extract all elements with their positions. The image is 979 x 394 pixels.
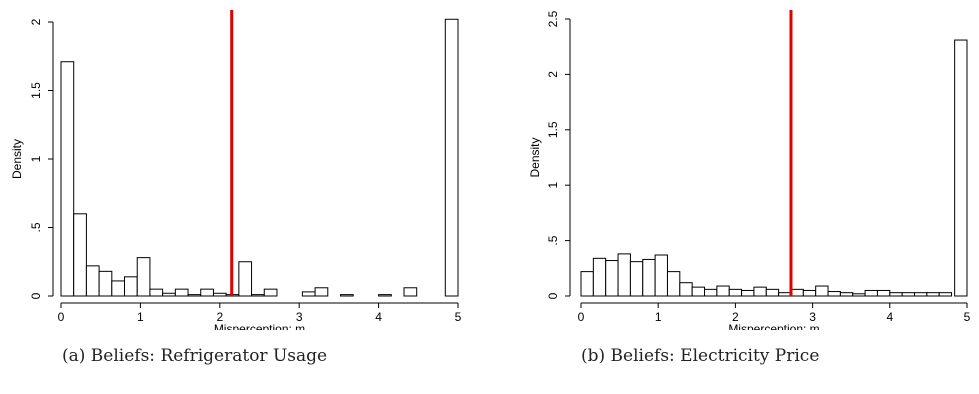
histogram-bar (926, 292, 940, 297)
y-tick-label: 2 (546, 71, 560, 78)
histogram-bar (815, 285, 829, 297)
histogram-bar (938, 292, 953, 297)
histogram-bar (876, 289, 891, 297)
y-tick-label: 1.5 (29, 82, 43, 99)
histogram-refrigerator-usage: 0 .5 1 1.5 2 0 1 2 3 4 5 Misperception: m Density (10, 10, 462, 330)
x-tick-label: 3 (296, 310, 303, 324)
bars (580, 39, 968, 297)
x-tick-label: 5 (455, 310, 462, 324)
histogram-bar (238, 261, 253, 297)
histogram-bar (629, 261, 644, 297)
x-tick-label: 0 (58, 310, 65, 324)
histogram-bar (200, 288, 214, 297)
histogram-bar (592, 257, 607, 297)
y-axis-title: Density (10, 139, 24, 179)
bars (60, 18, 459, 297)
y-axis-title: Density (528, 137, 542, 177)
histogram-bar (403, 287, 418, 297)
histogram-bar (954, 39, 968, 297)
y-tick-label: 2 (29, 18, 43, 25)
histogram-bar (136, 257, 151, 297)
histogram-bar (263, 288, 278, 297)
histogram-bar (654, 254, 668, 297)
histogram-bar (765, 288, 780, 297)
histogram-bar (111, 280, 126, 297)
histogram-bar (251, 294, 265, 297)
histogram-bar (679, 282, 693, 297)
histogram-bar (174, 288, 189, 297)
histogram-bar (617, 253, 631, 297)
x-tick-label: 3 (809, 310, 816, 324)
x-tick-label: 4 (375, 310, 382, 324)
histogram-electricity-price: 0 .5 1 1.5 2 2.5 0 1 2 3 4 5 Misperception: m Density (528, 10, 971, 330)
y-tick-label: 1 (546, 182, 560, 189)
histogram-bar (864, 289, 878, 297)
x-tick-label: 0 (578, 310, 585, 324)
histogram-bar (778, 292, 792, 297)
histogram-bar (666, 271, 681, 297)
y-tick-label: .5 (29, 222, 43, 232)
histogram-bar (73, 213, 87, 297)
histogram-bar (691, 286, 706, 297)
histogram-bar (378, 294, 392, 297)
x-axis-title: Misperception: m (214, 322, 305, 330)
histogram-bar (580, 271, 594, 297)
x-tick-label: 2 (216, 310, 223, 324)
histogram-bar (827, 291, 841, 297)
histogram-bar (839, 292, 854, 297)
x-tick-label: 2 (732, 310, 739, 324)
histogram-bar (753, 286, 767, 297)
x-tick-label: 1 (137, 310, 144, 324)
x-tick-label: 5 (964, 310, 971, 324)
histogram-bar (444, 18, 459, 297)
histogram-bar (60, 61, 75, 297)
y-tick-label: 2.5 (546, 10, 560, 27)
caption-b: (b) Beliefs: Electricity Price (581, 346, 820, 366)
caption-a: (a) Beliefs: Refrigerator Usage (62, 346, 328, 366)
histogram-bar (889, 292, 903, 297)
x-tick-label: 1 (655, 310, 662, 324)
histogram-bar (314, 287, 329, 297)
histogram-bar (124, 276, 138, 297)
histogram-bar (716, 285, 730, 297)
histogram-bar (642, 258, 656, 297)
x-axis-title: Misperception: m (728, 322, 819, 330)
histogram-bar (728, 288, 743, 297)
histogram-bar (149, 288, 164, 297)
y-tick-label: 0 (546, 292, 560, 299)
histogram-bar (914, 292, 928, 297)
histogram-bar (339, 294, 354, 297)
histogram-bar (212, 292, 227, 297)
histogram-bar (605, 260, 619, 297)
histogram-bar (85, 265, 100, 297)
histogram-bar (162, 292, 176, 297)
histogram-bar (852, 293, 866, 297)
y-tick-label: 0 (29, 292, 43, 299)
histogram-bar (901, 292, 916, 297)
y-tick-label: 1.5 (546, 121, 560, 138)
histogram-bar (802, 289, 817, 297)
histogram-bar (98, 270, 113, 297)
histogram-bar (704, 288, 718, 297)
y-tick-label: 1 (29, 155, 43, 162)
y-tick-label: .5 (546, 235, 560, 245)
histogram-bar (301, 291, 316, 297)
x-tick-label: 4 (886, 310, 893, 324)
histogram-bar (187, 294, 202, 297)
histogram-bar (741, 289, 755, 297)
histogram-bar (790, 288, 804, 297)
